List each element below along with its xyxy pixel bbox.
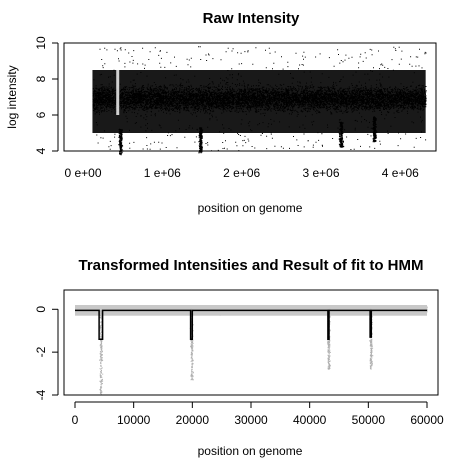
y-axis: -4 -2 0 bbox=[34, 306, 59, 400]
x-tick-label: 10000 bbox=[117, 413, 151, 427]
y-tick-label: -2 bbox=[34, 346, 48, 357]
raw-intensity-chart: Raw Intensity 4 6 8 10 0 e+00 1 e+06 2 e+06 3 … bbox=[5, 10, 437, 215]
y-axis-label: log intensity bbox=[5, 65, 19, 128]
plot-frame bbox=[63, 289, 439, 396]
dip-points bbox=[372, 116, 378, 143]
x-tick-label: 40000 bbox=[293, 413, 327, 427]
x-tick-labels: 0 e+00 1 e+06 2 e+06 3 e+06 4 e+06 bbox=[64, 166, 419, 180]
chart-title: Raw Intensity bbox=[203, 10, 300, 27]
x-tick-label: 0 bbox=[72, 413, 79, 427]
data-points bbox=[92, 46, 427, 156]
x-tick-label: 20000 bbox=[176, 413, 210, 427]
x-tick-label: 1 e+06 bbox=[144, 166, 181, 180]
y-tick-label: 10 bbox=[34, 36, 48, 50]
x-tick-label: 0 e+00 bbox=[64, 166, 101, 180]
x-tick-label: 3 e+06 bbox=[302, 166, 339, 180]
y-tick-label: 4 bbox=[34, 147, 48, 154]
plot-frame bbox=[63, 42, 437, 152]
y-tick-label: -4 bbox=[34, 389, 48, 400]
hmm-fit-line bbox=[75, 309, 427, 341]
x-axis: 0 10000 20000 30000 40000 50000 60000 bbox=[72, 401, 444, 427]
x-tick-label: 60000 bbox=[410, 413, 444, 427]
x-axis-label: position on genome bbox=[198, 201, 303, 215]
x-tick-label: 30000 bbox=[234, 413, 268, 427]
dense-point-band bbox=[92, 70, 426, 133]
x-tick-label: 2 e+06 bbox=[223, 166, 260, 180]
x-tick-label: 50000 bbox=[352, 413, 386, 427]
y-tick-label: 6 bbox=[34, 111, 48, 118]
y-axis: 4 6 8 10 bbox=[34, 36, 59, 154]
dip-points bbox=[338, 121, 345, 148]
dip-gap bbox=[116, 68, 120, 115]
y-tick-label: 8 bbox=[34, 75, 48, 82]
hmm-fit-chart: Transformed Intensities and Result of fi… bbox=[34, 257, 444, 458]
chart-title: Transformed Intensities and Result of fi… bbox=[78, 257, 423, 274]
x-axis-label: position on genome bbox=[198, 444, 303, 458]
data-points bbox=[75, 305, 428, 396]
x-tick-label: 4 e+06 bbox=[382, 166, 419, 180]
y-tick-label: 0 bbox=[34, 306, 48, 313]
dip-points bbox=[118, 128, 124, 156]
hmm-fit bbox=[75, 309, 427, 341]
